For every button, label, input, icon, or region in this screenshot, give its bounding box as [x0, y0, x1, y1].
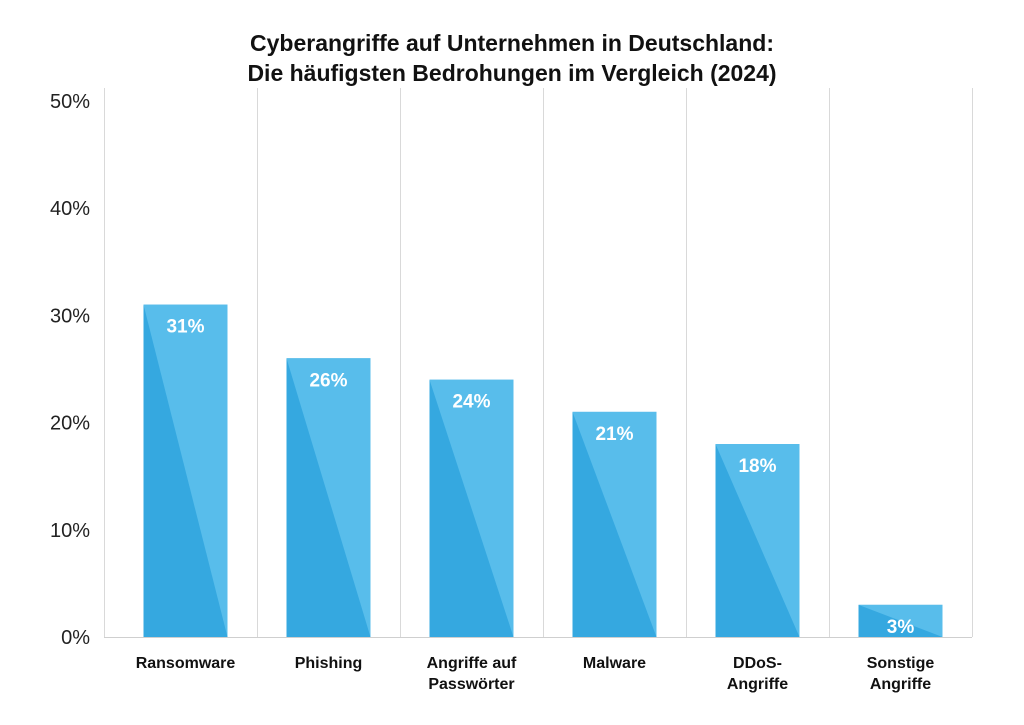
x-tick-label-line: Angriffe: [870, 676, 931, 693]
x-tick-label: Phishing: [295, 655, 363, 672]
bar-highlight: [715, 444, 800, 637]
bar-highlight: [858, 604, 943, 637]
y-tick-label: 50%: [50, 91, 90, 113]
chart-title-line-1: Cyberangriffe auf Unternehmen in Deutsch…: [250, 30, 774, 56]
x-tick-label-line: Angriffe: [727, 676, 788, 693]
x-tick-label: Malware: [583, 655, 646, 672]
data-label: 26%: [309, 370, 347, 391]
data-label: 18%: [738, 456, 776, 477]
bar: [858, 604, 943, 637]
x-tick-label-line: Angriffe auf: [427, 655, 517, 672]
y-tick-label: 30%: [50, 305, 90, 327]
x-tick-label-line: Passwörter: [428, 676, 514, 693]
x-tick-label-line: Phishing: [295, 655, 363, 672]
bar: [429, 379, 514, 637]
x-tick-label-line: Ransomware: [136, 655, 236, 672]
data-label: 24%: [452, 392, 490, 413]
bar: [143, 304, 228, 637]
bar: [286, 358, 371, 637]
x-tick-label: DDoS- Angriffe: [727, 655, 788, 693]
x-tick-label-line: DDoS-: [733, 655, 782, 672]
bar-highlight: [286, 358, 371, 637]
bar: [715, 444, 800, 637]
bar: [572, 411, 657, 637]
data-label: 21%: [595, 424, 633, 445]
bar-highlight: [572, 411, 657, 637]
x-tick-label: Angriffe auf Passwörter: [427, 655, 517, 693]
x-tick-label: Sonstige Angriffe: [867, 655, 935, 693]
x-tick-label-line: Sonstige: [867, 655, 935, 672]
chart-title-line-2: Die häufigsten Bedrohungen im Vergleich …: [247, 60, 777, 86]
data-label: 3%: [887, 617, 915, 638]
chart-title: Cyberangriffe auf Unternehmen in Deutsch…: [0, 28, 1024, 88]
bar-highlight: [143, 304, 228, 637]
y-tick-label: 0%: [61, 627, 90, 649]
y-tick-label: 40%: [50, 198, 90, 220]
data-label: 31%: [166, 317, 204, 338]
x-tick-label-line: Malware: [583, 655, 646, 672]
y-tick-label: 10%: [50, 520, 90, 542]
x-tick-label: Ransomware: [136, 655, 236, 672]
bar-highlight: [429, 379, 514, 637]
y-tick-label: 20%: [50, 413, 90, 435]
